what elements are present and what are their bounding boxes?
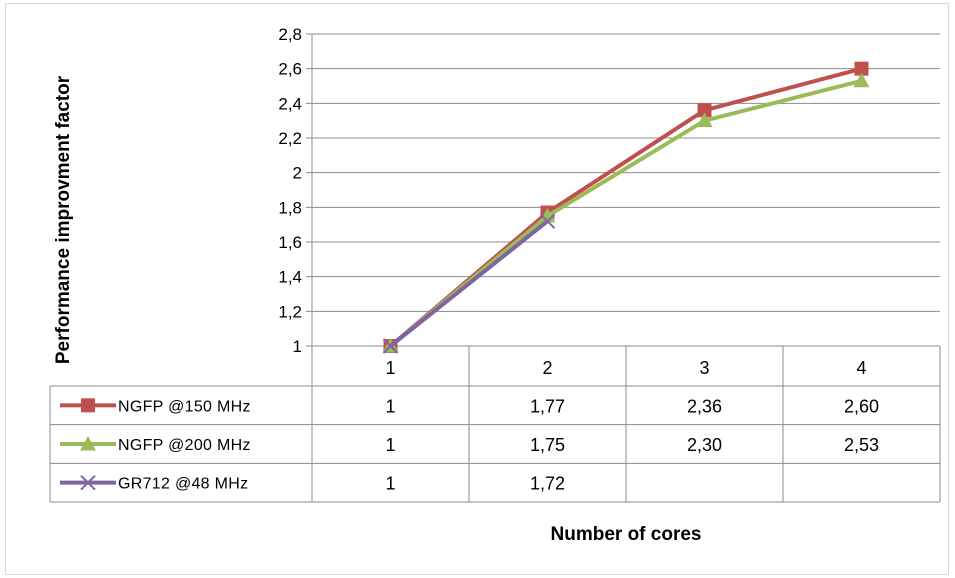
- y-tick-label: 1,2: [278, 302, 302, 321]
- x-tick-label: 4: [856, 358, 866, 378]
- legend-key: [60, 474, 116, 491]
- data-point-marker: [696, 112, 713, 128]
- gridlines: [306, 33, 940, 347]
- y-tick-label: 1,8: [278, 198, 302, 217]
- data-point-marker: [382, 338, 399, 354]
- y-tick-label: 2,2: [278, 129, 302, 148]
- data-point-marker: [539, 207, 556, 223]
- series-line: [389, 219, 549, 348]
- x-tick-label: 1: [385, 358, 395, 378]
- series-line: [389, 78, 862, 348]
- legend-label: NGFP @200 MHz: [118, 437, 251, 454]
- data-label: 1,72: [530, 474, 565, 494]
- data-label: 2,36: [687, 396, 722, 416]
- y-tick-label: 1,4: [278, 268, 302, 287]
- y-tick-label: 2,6: [278, 60, 302, 79]
- data-table: 1 2 3 4 NGFP @150 MHz 1 1,77 2,36 2,60 NGFP @200 …: [49, 345, 941, 503]
- y-axis-title: Performance improvment factor: [53, 75, 74, 364]
- y-tick-label: 2,4: [278, 94, 302, 113]
- x-tick-label: 2: [542, 358, 552, 378]
- data-point-marker: [539, 213, 556, 229]
- legend-label: NGFP @150 MHz: [118, 398, 251, 415]
- legend-label: GR712 @48 MHz: [118, 476, 248, 493]
- data-label: 1: [385, 435, 395, 455]
- y-tick-label: 1,6: [278, 233, 302, 252]
- data-point-marker: [81, 398, 95, 413]
- data-point-marker: [854, 61, 869, 76]
- data-label: 2,60: [844, 396, 879, 416]
- series-lines: [382, 61, 870, 354]
- x-tick-label: 3: [699, 358, 709, 378]
- data-point-marker: [79, 435, 97, 451]
- data-label: 2,53: [844, 435, 879, 455]
- data-point-marker: [697, 103, 712, 118]
- data-label: 1: [385, 474, 395, 494]
- data-label: 1: [385, 396, 395, 416]
- legend-key: [60, 398, 116, 413]
- data-point-marker: [80, 474, 96, 491]
- data-label: 1,77: [530, 396, 565, 416]
- legend-key: [60, 435, 116, 451]
- y-tick-label: 2: [293, 164, 302, 183]
- data-label: 2,30: [687, 435, 722, 455]
- y-tick-label: 1: [293, 337, 302, 356]
- data-point-marker: [853, 72, 870, 88]
- y-tick-labels: 1 1,2 1,4 1,6 1,8 2 2,2 2,4 2,6 2,8: [278, 25, 302, 356]
- data-label: 1,75: [530, 435, 565, 455]
- x-axis-title: Number of cores: [551, 524, 702, 545]
- y-tick-label: 2,8: [278, 25, 302, 44]
